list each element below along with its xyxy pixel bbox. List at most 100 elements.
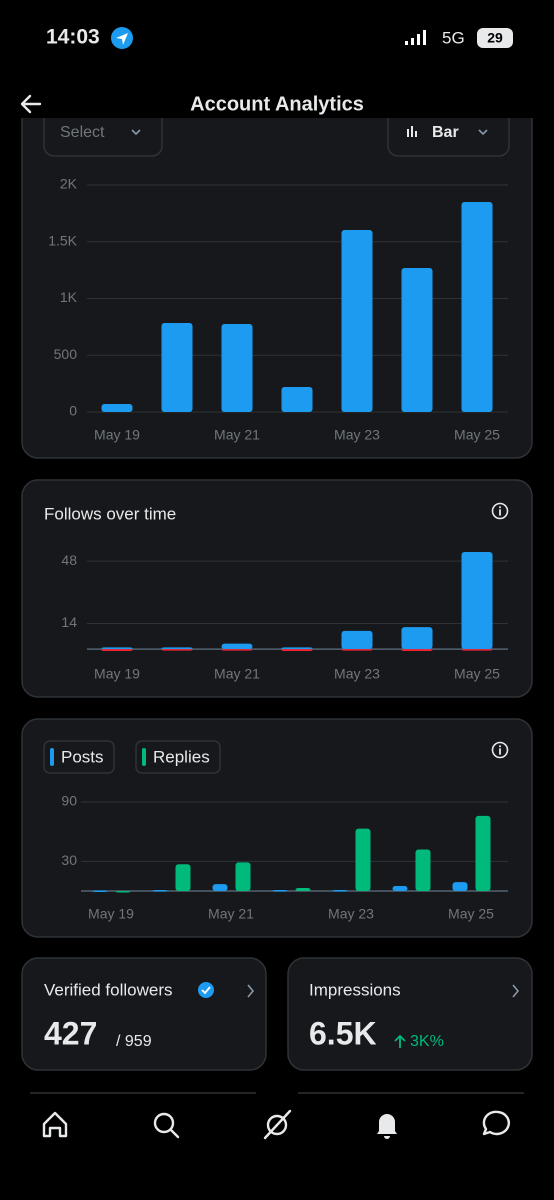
- chart-type-control[interactable]: Bar: [387, 109, 510, 157]
- legend-swatch: [50, 748, 54, 766]
- legend-replies[interactable]: Replies: [135, 740, 221, 774]
- nav-notifications[interactable]: [377, 1114, 397, 1139]
- plots: 0 500 1K 1.5K 2K May 19 May 21 May 23 May 25 14 48…: [48, 176, 508, 922]
- legend-box[interactable]: [135, 740, 221, 774]
- bar: [401, 627, 433, 650]
- y-tick-label: 1.5K: [48, 232, 77, 248]
- bar: [401, 267, 433, 412]
- metric-card[interactable]: [21, 957, 267, 1071]
- y-tick-label: 500: [54, 346, 78, 362]
- bar: [392, 886, 408, 891]
- bar: [161, 323, 193, 412]
- metric-total: / 959: [116, 1033, 152, 1050]
- bar: [235, 862, 251, 891]
- metric-title: Verified followers: [44, 980, 173, 999]
- x-tick-label: May 21: [214, 666, 260, 682]
- header-title: Account Analytics: [190, 93, 364, 115]
- bar-icon: [407, 126, 417, 137]
- bar: [212, 884, 228, 891]
- impressions-card[interactable]: Impressions 6.5K 3K%: [287, 957, 533, 1071]
- chevron: [131, 129, 141, 136]
- y-tick-label: 90: [61, 793, 77, 809]
- chart-type-label[interactable]: Bar: [432, 124, 459, 141]
- bar: [175, 864, 191, 891]
- bar: [461, 202, 493, 412]
- info-icon[interactable]: [491, 741, 509, 759]
- metric-change: 3K%: [410, 1033, 444, 1050]
- bar: [221, 324, 253, 412]
- bar: [161, 649, 193, 651]
- status-network: 5G: [442, 28, 465, 47]
- verified-badge: [198, 982, 214, 998]
- x-tick-label: May 25: [448, 906, 494, 922]
- chart-title: Follows over time: [44, 504, 176, 523]
- battery-icon: [477, 28, 513, 48]
- location-icon: [111, 27, 133, 49]
- bar: [221, 643, 253, 650]
- bar: [295, 888, 311, 891]
- y-tick-label: 30: [61, 852, 77, 868]
- nav-search[interactable]: [153, 1112, 180, 1139]
- grok-circle: [266, 1114, 288, 1136]
- select-label[interactable]: Select: [60, 124, 105, 141]
- bar: [475, 815, 491, 891]
- bar: [401, 649, 433, 651]
- signal-icon: [405, 30, 426, 45]
- bar: [272, 890, 288, 892]
- location-arrow: [116, 33, 128, 45]
- x-tick-label: May 23: [334, 427, 380, 443]
- info-icon[interactable]: [491, 502, 509, 520]
- bar: [115, 891, 131, 893]
- up-arrow: [394, 1034, 406, 1048]
- x-tick-label: May 23: [334, 666, 380, 682]
- legend-label[interactable]: Posts: [61, 747, 104, 766]
- bar: [281, 387, 313, 412]
- info-circle: [491, 741, 509, 759]
- back-button[interactable]: [20, 94, 42, 114]
- badge-check: [201, 986, 211, 995]
- bar: [101, 647, 133, 650]
- bar: [101, 649, 133, 651]
- info-circle: [491, 502, 509, 520]
- bar: [281, 649, 313, 651]
- x-tick-label: May 23: [328, 906, 374, 922]
- chart-card: [21, 95, 533, 459]
- x-tick-label: May 19: [94, 666, 140, 682]
- y-tick-label: 48: [61, 552, 77, 568]
- bar: [355, 828, 371, 891]
- chevron: [512, 984, 520, 998]
- battery-level: 29: [487, 30, 503, 46]
- bar: [281, 647, 313, 650]
- nav-grok[interactable]: [263, 1109, 292, 1140]
- x-tick-label: May 25: [454, 666, 500, 682]
- y-tick-label: 0: [69, 403, 77, 419]
- legend-box[interactable]: [43, 740, 115, 774]
- nav-messages[interactable]: [482, 1110, 510, 1136]
- metric-card[interactable]: [287, 957, 533, 1071]
- bar: [101, 404, 133, 412]
- metric-title: Impressions: [309, 980, 401, 999]
- bar: [332, 890, 348, 892]
- legend-label[interactable]: Replies: [153, 747, 210, 766]
- bar: [415, 849, 431, 891]
- x-tick-label: May 21: [208, 906, 254, 922]
- bar: [341, 630, 373, 650]
- x-tick-label: May 19: [94, 427, 140, 443]
- x-tick-label: May 25: [454, 427, 500, 443]
- bar: [461, 552, 493, 650]
- bar: [152, 890, 168, 892]
- nav-home[interactable]: [42, 1111, 68, 1138]
- bar: [341, 229, 373, 412]
- header-bg: [0, 0, 554, 118]
- status-time: 14:03: [46, 26, 100, 49]
- verified-card[interactable]: Verified followers 427 / 959: [21, 957, 267, 1071]
- chevron: [478, 129, 488, 136]
- bar: [341, 649, 373, 651]
- legend-posts[interactable]: Posts: [43, 740, 115, 774]
- bar: [461, 649, 493, 651]
- bar: [452, 882, 468, 891]
- y-tick-label: 14: [61, 614, 77, 630]
- search-lens: [153, 1112, 175, 1134]
